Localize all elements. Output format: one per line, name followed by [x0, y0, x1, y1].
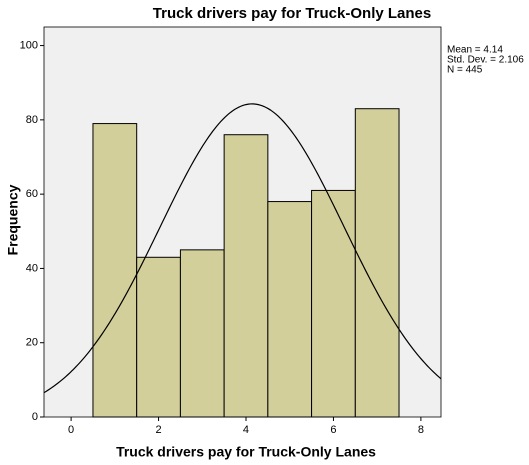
x-tick-label: 0: [68, 424, 74, 436]
bar: [223, 134, 269, 418]
bar: [136, 256, 181, 418]
x-tick-label: 2: [155, 424, 161, 436]
bar: [267, 201, 313, 418]
bar: [311, 189, 356, 418]
bar: [354, 108, 400, 418]
stat-label: Mean = 4.14: [447, 45, 503, 56]
y-tick-label: 20: [26, 337, 38, 349]
bar: [92, 123, 138, 418]
x-axis-label: Truck drivers pay for Truck-Only Lanes: [116, 444, 376, 460]
stat-label: Std. Dev. = 2.106: [447, 55, 524, 66]
bar: [179, 249, 225, 418]
stat-label: N = 445: [447, 65, 483, 76]
x-tick-label: 4: [243, 424, 249, 436]
chart-title: Truck drivers pay for Truck-Only Lanes: [153, 5, 431, 22]
y-tick-label: 0: [32, 411, 38, 423]
x-tick-label: 6: [330, 424, 336, 436]
y-axis-label: Frequency: [5, 184, 21, 255]
y-tick-label: 100: [20, 39, 38, 51]
y-tick-label: 60: [26, 188, 38, 200]
y-tick-label: 80: [26, 114, 38, 126]
normal-curve: [43, 103, 442, 394]
x-tick-label: 8: [418, 424, 424, 436]
y-tick-label: 40: [26, 262, 38, 274]
